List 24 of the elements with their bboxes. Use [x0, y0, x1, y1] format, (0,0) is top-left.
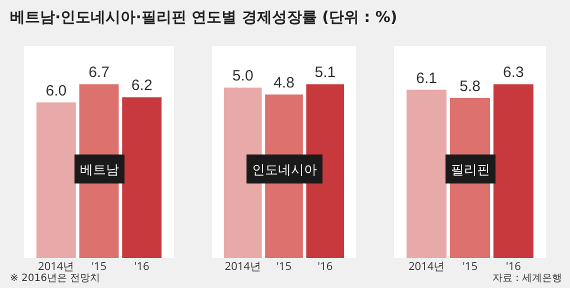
x-tick-label: 2014년	[224, 259, 261, 274]
text: 베트남·인도네시아·필리핀 연도별 경제성장률 (단위 : %)	[10, 8, 398, 27]
data-label: 6.0	[46, 82, 67, 100]
x-tick-label: '15	[462, 259, 478, 274]
data-label: 6.7	[88, 64, 110, 82]
x-tick-label: '16	[134, 259, 150, 274]
data-label: 6.3	[503, 64, 524, 82]
x-tick-label: '16	[506, 259, 521, 274]
data-label: 5.0	[232, 68, 254, 85]
data-label: 6.2	[131, 77, 152, 94]
data-label: 5.1	[314, 64, 336, 82]
data-label: 6.1	[416, 70, 437, 87]
x-tick-label: '16	[318, 259, 333, 274]
text: 필리핀	[451, 160, 490, 178]
x-tick-label: 2014년	[408, 259, 445, 274]
x-tick-label: '15	[92, 259, 106, 274]
x-tick-label: '15	[276, 259, 292, 274]
x-tick-label: 2014년	[38, 259, 74, 274]
text: 자료 : 세계은행	[492, 272, 562, 285]
text: 베트남	[80, 160, 119, 178]
text: ※ 2016년은 전망치	[10, 272, 100, 285]
text: 인도네시아	[252, 160, 317, 178]
data-label: 4.8	[274, 74, 294, 92]
data-label: 5.8	[460, 78, 480, 96]
